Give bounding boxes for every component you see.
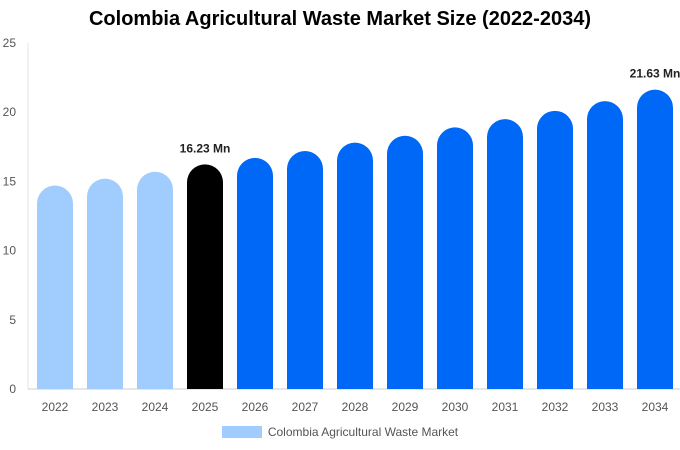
bar-2028 — [337, 142, 373, 389]
y-tick-label: 15 — [3, 174, 17, 188]
bar-2023 — [87, 178, 123, 389]
legend-swatch — [221, 426, 262, 438]
bar-2032 — [537, 110, 573, 390]
x-tick-label: 2023 — [92, 400, 119, 414]
x-tick-label: 2029 — [392, 400, 419, 414]
x-tick-label: 2027 — [292, 400, 319, 414]
bar-2031 — [487, 119, 523, 389]
y-tick-label: 5 — [9, 313, 16, 327]
data-label: 21.63 Mn — [630, 67, 680, 81]
bar-2022 — [37, 185, 73, 389]
legend: Colombia Agricultural Waste Market — [0, 425, 680, 439]
y-tick-label: 20 — [3, 105, 17, 119]
y-tick-label: 0 — [9, 382, 16, 396]
x-tick-label: 2034 — [642, 400, 669, 414]
x-tick-label: 2024 — [142, 400, 169, 414]
x-tick-label: 2032 — [542, 400, 569, 414]
x-tick-label: 2026 — [242, 400, 269, 414]
chart-title: Colombia Agricultural Waste Market Size … — [88, 8, 591, 30]
bar-2027 — [287, 150, 323, 389]
y-tick-label: 25 — [3, 36, 17, 50]
x-tick-label: 2022 — [42, 400, 69, 414]
x-tick-label: 2030 — [442, 400, 469, 414]
x-tick-label: 2033 — [592, 400, 619, 414]
legend-label: Colombia Agricultural Waste Market — [267, 425, 459, 439]
bar-2029 — [387, 135, 423, 389]
x-tick-label: 2025 — [192, 400, 219, 414]
bar-2024 — [137, 171, 173, 389]
data-label: 16.23 Mn — [180, 141, 231, 155]
x-tick-label: 2031 — [492, 400, 519, 414]
bar-2034 — [637, 89, 673, 389]
bar-2026 — [237, 157, 273, 389]
bar-2033 — [587, 101, 623, 390]
x-tick-label: 2028 — [342, 400, 369, 414]
y-tick-label: 10 — [3, 244, 17, 258]
bar-2025 — [187, 164, 223, 389]
bar-2030 — [437, 127, 473, 389]
